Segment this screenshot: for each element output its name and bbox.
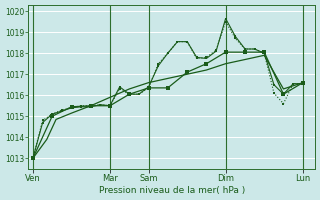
X-axis label: Pression niveau de la mer( hPa ): Pression niveau de la mer( hPa )	[99, 186, 245, 195]
